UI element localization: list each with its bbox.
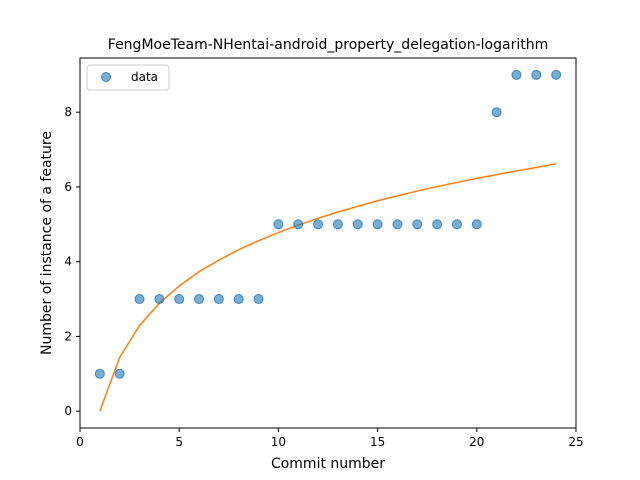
data-point: [293, 219, 304, 230]
legend: data: [86, 64, 170, 91]
x-tick-label: 0: [76, 435, 84, 449]
data-point: [491, 107, 502, 118]
legend-marker-data: [101, 72, 111, 82]
data-point: [451, 219, 462, 230]
axes-frame: [79, 57, 577, 429]
data-point: [531, 69, 542, 80]
x-tick-label: 20: [469, 435, 484, 449]
x-tick-label: 10: [271, 435, 286, 449]
data-point: [114, 368, 125, 379]
x-tick-label: 5: [175, 435, 183, 449]
data-point: [174, 294, 185, 305]
data-point: [551, 69, 562, 80]
y-tick-label: 2: [64, 329, 72, 343]
y-axis-label: Number of instance of a feature: [39, 131, 55, 355]
data-point: [154, 294, 165, 305]
data-point: [412, 219, 423, 230]
data-point: [233, 294, 244, 305]
fit-line: [99, 163, 557, 412]
legend-label-data: data: [131, 70, 158, 84]
data-point: [313, 219, 324, 230]
data-point: [511, 69, 522, 80]
x-tick-label: 25: [568, 435, 583, 449]
y-tick-label: 8: [64, 105, 72, 119]
data-point: [94, 368, 105, 379]
x-axis-label: Commit number: [271, 456, 385, 472]
data-point: [372, 219, 383, 230]
data-point: [432, 219, 443, 230]
data-point: [392, 219, 403, 230]
data-point: [134, 294, 145, 305]
ticks: 0 5 10 15 20 25 0 2 4 6 8: [64, 105, 583, 449]
data-point: [213, 294, 224, 305]
legend-box: [86, 64, 170, 91]
data-point: [253, 294, 264, 305]
data-point: [273, 219, 284, 230]
x-tick-label: 15: [370, 435, 385, 449]
plot-area: [94, 69, 562, 412]
data-point: [332, 219, 343, 230]
data-point: [471, 219, 482, 230]
y-tick-label: 0: [64, 404, 72, 418]
chart-title: FengMoeTeam-NHentai-android_property_del…: [108, 37, 548, 53]
data-point: [352, 219, 363, 230]
y-tick-label: 4: [64, 255, 72, 269]
data-point: [194, 294, 205, 305]
y-tick-label: 6: [64, 180, 72, 194]
